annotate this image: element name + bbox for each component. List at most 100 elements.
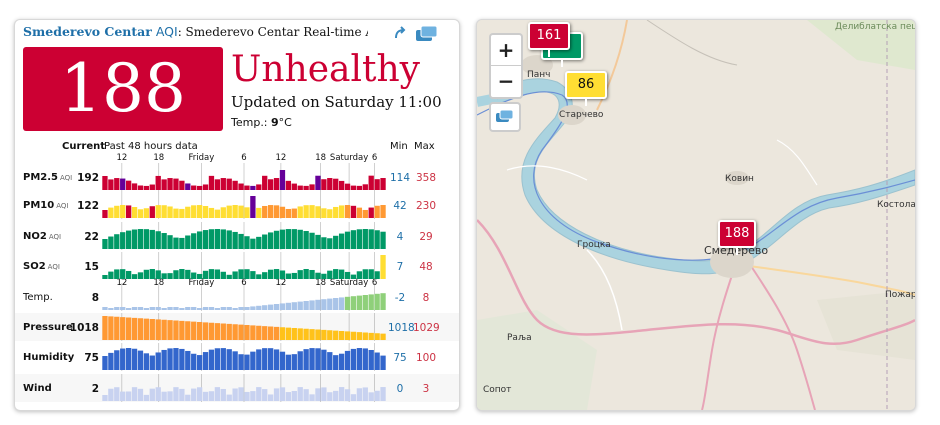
- history-bar: [350, 185, 357, 190]
- station-marker[interactable]: 161: [528, 22, 570, 50]
- history-bar: [303, 301, 309, 310]
- history-bar: [137, 185, 144, 190]
- history-bar: [232, 351, 238, 370]
- history-bar: [167, 307, 173, 310]
- history-bar: [108, 207, 114, 218]
- history-bar: [238, 307, 244, 310]
- history-bar: [214, 229, 221, 249]
- station-marker[interactable]: 86: [565, 71, 607, 99]
- history-bar: [303, 205, 309, 218]
- history-bar: [285, 208, 292, 218]
- history-bar: [374, 333, 380, 340]
- history-bar: [350, 348, 357, 370]
- history-bar: [321, 208, 327, 218]
- max-value: 230: [415, 200, 437, 212]
- history-bar: [244, 207, 250, 218]
- time-tick: Saturday: [329, 153, 369, 163]
- map-panel[interactable]: Делиблатска пешчара Панч Старчево Ковин …: [476, 19, 916, 411]
- history-bar: [303, 231, 309, 249]
- history-bar: [208, 207, 215, 218]
- history-bar: [108, 308, 114, 310]
- history-bar: [333, 390, 339, 401]
- history-bars-temp: [102, 283, 386, 311]
- history-bar: [303, 269, 309, 279]
- row-label: PM10 AQI: [23, 200, 68, 211]
- station-marker-smederevo[interactable]: 188: [718, 220, 756, 248]
- history-bar: [273, 349, 280, 370]
- history-bar: [131, 207, 138, 218]
- history-bar: [285, 229, 292, 249]
- history-bar: [338, 387, 345, 401]
- history-bar: [344, 205, 351, 218]
- history-bar: [149, 206, 155, 218]
- history-bar: [291, 302, 297, 310]
- history-bar: [167, 273, 173, 279]
- history-bar: [356, 229, 363, 249]
- row-name: Humidity: [23, 352, 75, 363]
- row-unit: AQI: [48, 233, 62, 241]
- history-bar: [273, 388, 280, 401]
- history-bar: [185, 321, 191, 340]
- row-no2: NO2 AQI 22 4 29: [15, 222, 459, 250]
- cloud-icon[interactable]: [415, 25, 439, 43]
- history-bar: [362, 348, 368, 370]
- history-bar: [191, 185, 197, 190]
- history-bar: [309, 300, 315, 310]
- max-value: 48: [419, 261, 433, 273]
- history-bar: [108, 236, 114, 249]
- map-canvas[interactable]: [477, 20, 915, 410]
- history-bar: [108, 179, 114, 190]
- layers-button[interactable]: [489, 102, 521, 132]
- history-bar: [344, 296, 351, 310]
- history-bar: [291, 183, 297, 190]
- history-bar: [173, 270, 179, 279]
- history-bar: [297, 270, 303, 279]
- history-bars-pm25: [102, 163, 386, 191]
- history-bar: [250, 196, 256, 218]
- history-bar: [173, 237, 179, 249]
- history-bar: [262, 272, 268, 279]
- history-bar: [185, 269, 191, 279]
- zoom-out-button[interactable]: −: [497, 69, 515, 93]
- history-bar: [208, 175, 215, 190]
- history-bar: [279, 327, 286, 340]
- history-bar: [120, 391, 126, 401]
- history-bar: [315, 299, 321, 310]
- history-bar: [297, 229, 303, 249]
- history-bar: [179, 208, 185, 218]
- history-bar: [256, 274, 262, 279]
- map-label-starcevo: Старчево: [559, 110, 604, 120]
- history-bar: [333, 235, 339, 249]
- history-bar: [303, 185, 309, 190]
- history-bar: [250, 351, 256, 370]
- aqi-link[interactable]: AQI: [155, 24, 178, 39]
- history-bar: [315, 329, 321, 340]
- history-bar: [143, 229, 150, 249]
- history-bar: [244, 391, 250, 401]
- history-bar: [125, 205, 132, 218]
- history-bar: [362, 332, 368, 340]
- share-icon[interactable]: [391, 25, 407, 41]
- history-bar: [256, 387, 262, 401]
- history-bar: [250, 185, 256, 190]
- history-bar: [380, 205, 386, 218]
- max-header: Max: [414, 141, 435, 152]
- history-bar: [220, 178, 226, 190]
- history-bar: [285, 273, 292, 279]
- history-bar: [256, 325, 262, 340]
- city-link[interactable]: Smederevo Centar: [23, 24, 152, 39]
- zoom-in-button[interactable]: +: [491, 35, 521, 66]
- history-bar: [315, 175, 321, 190]
- history-bar: [137, 229, 144, 249]
- history-bar: [267, 205, 274, 218]
- history-bar: [202, 307, 209, 310]
- history-bar: [114, 350, 120, 370]
- row-name: SO2: [23, 261, 46, 272]
- history-bar: [279, 387, 286, 401]
- history-bar: [149, 229, 155, 249]
- history-bar: [356, 185, 363, 190]
- history-bar: [250, 306, 256, 310]
- history-bar: [368, 229, 374, 249]
- max-value: 100: [415, 352, 437, 364]
- history-bar: [179, 388, 185, 401]
